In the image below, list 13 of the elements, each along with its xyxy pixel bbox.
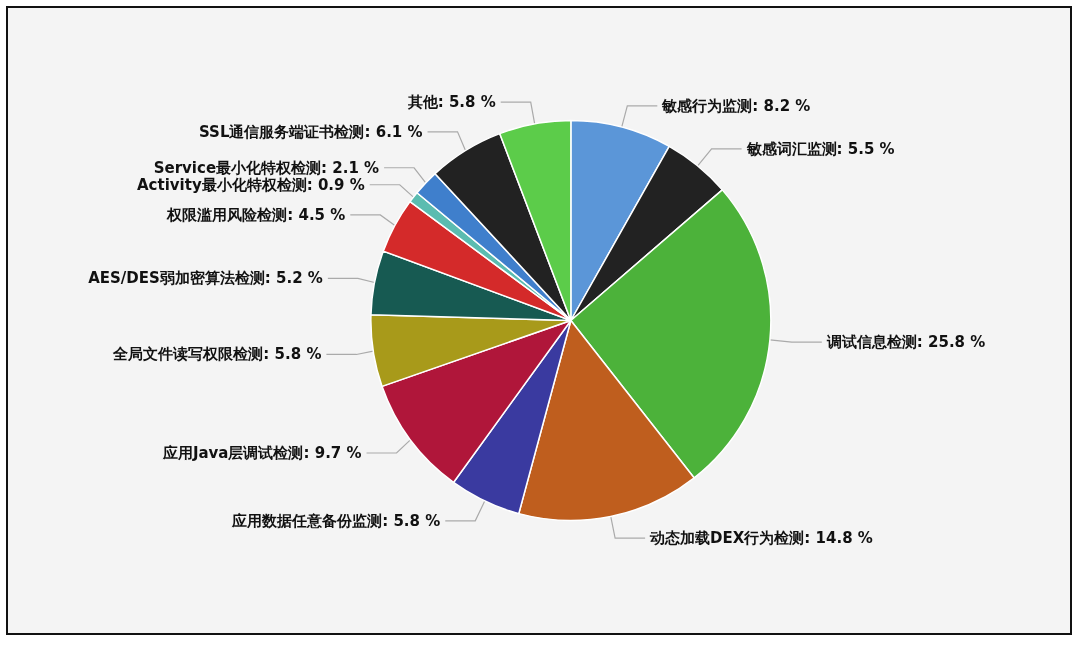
slice-label: Activity最小化特权检测: 0.9 % — [136, 175, 365, 194]
slice-label: 调试信息检测: 25.8 % — [825, 333, 986, 352]
slice-label: 敏感行为监测: 8.2 % — [661, 96, 811, 115]
slice-label: 其他: 5.8 % — [406, 93, 496, 112]
slice-label: 权限滥用风险检测: 4.5 % — [166, 205, 346, 224]
slice-label: SSL通信服务端证书检测: 6.1 % — [198, 122, 423, 141]
slice-label: 应用Java层调试检测: 9.7 % — [161, 444, 362, 463]
slice-label: 全局文件读写权限检测: 5.8 % — [112, 345, 322, 364]
slice-label: 动态加载DEX行为检测: 14.8 % — [649, 529, 873, 548]
slice-label: 敏感词汇监测: 5.5 % — [745, 139, 895, 158]
slice-label: AES/DES弱加密算法检测: 5.2 % — [88, 269, 323, 288]
slice-label: 应用数据任意备份监测: 5.8 % — [231, 511, 441, 530]
slice-label: Service最小化特权检测: 2.1 % — [153, 158, 380, 177]
